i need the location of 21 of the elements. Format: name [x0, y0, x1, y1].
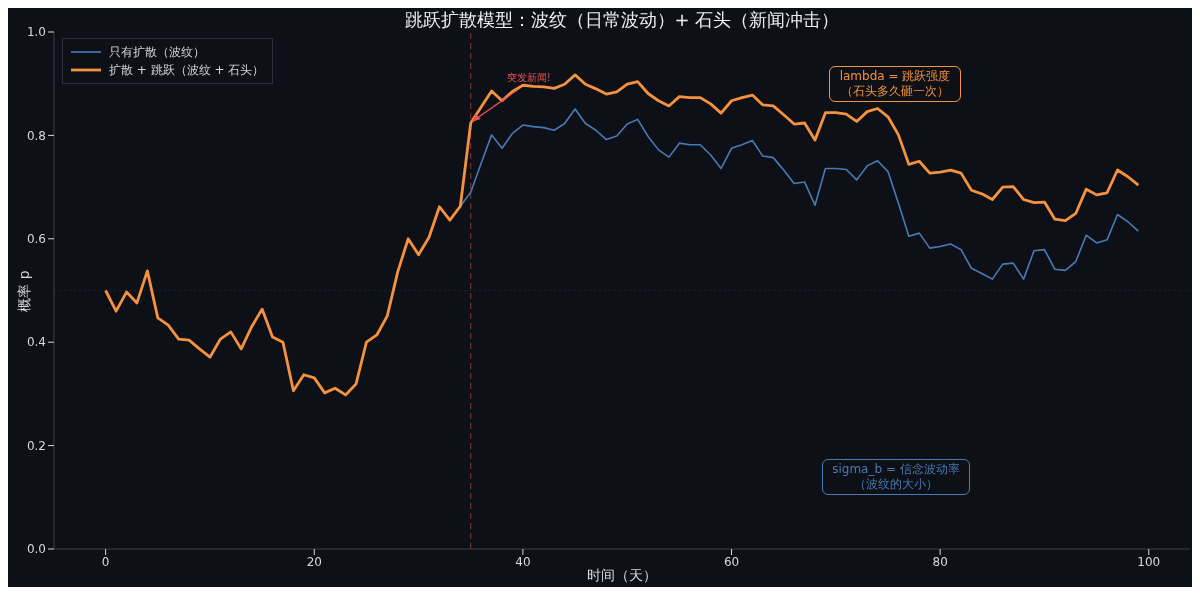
x-tick-label: 0	[101, 554, 110, 569]
x-tick-label: 20	[306, 554, 322, 569]
x-tick-label: 100	[1137, 554, 1161, 569]
x-tick-label: 60	[723, 554, 740, 569]
y-tick-label: 1.0	[26, 25, 46, 40]
chart-title: 跳跃扩散模型：波纹（日常波动）+ 石头（新闻冲击）	[403, 8, 841, 32]
y-tick-label: 0.4	[26, 335, 46, 350]
y-tick-label: 0.0	[26, 542, 46, 557]
x-tick-label: 40	[515, 554, 531, 569]
y-tick-label: 0.8	[26, 128, 46, 143]
legend-label: 扩散 + 跳跃（波纹 + 石头）	[109, 62, 265, 79]
annotation: sigma_b = 信念波动率（波纹的大小）	[822, 459, 970, 495]
x-tick-label: 80	[932, 554, 948, 569]
annotation: 突发新闻!	[506, 71, 551, 83]
y-axis-title: 概率 p	[16, 269, 32, 312]
legend-label: 只有扩散（波纹）	[109, 44, 205, 61]
y-tick-label: 0.2	[26, 438, 46, 453]
x-axis-title: 时间（天）	[586, 567, 658, 585]
line-series	[459, 108, 1140, 280]
annotation: lambda = 跳跃强度（石头多久砸一次）	[829, 66, 961, 102]
y-tick-label: 0.6	[26, 232, 46, 247]
